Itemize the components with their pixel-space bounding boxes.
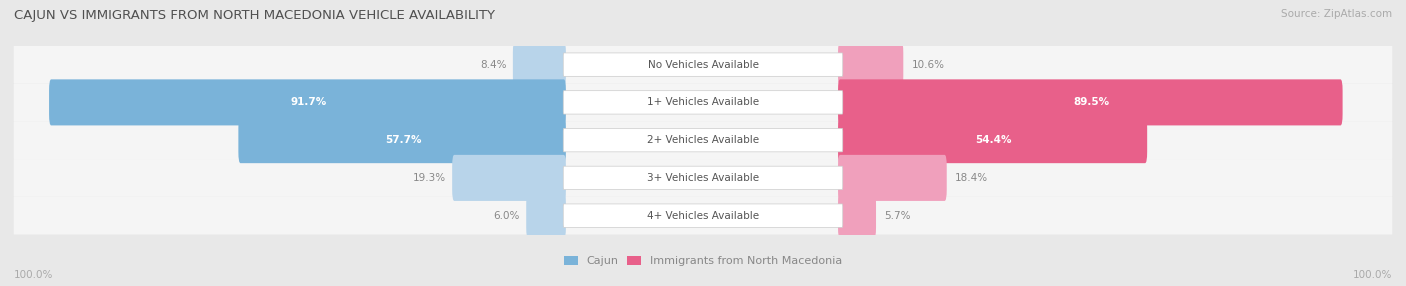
- Text: 2+ Vehicles Available: 2+ Vehicles Available: [647, 135, 759, 145]
- FancyBboxPatch shape: [564, 53, 842, 76]
- FancyBboxPatch shape: [14, 121, 1392, 159]
- Text: 100.0%: 100.0%: [1353, 270, 1392, 280]
- Text: 6.0%: 6.0%: [494, 211, 520, 221]
- FancyBboxPatch shape: [14, 159, 1392, 197]
- Text: 57.7%: 57.7%: [385, 135, 422, 145]
- Text: No Vehicles Available: No Vehicles Available: [648, 60, 758, 69]
- FancyBboxPatch shape: [526, 192, 565, 239]
- FancyBboxPatch shape: [14, 197, 1392, 235]
- Text: 1+ Vehicles Available: 1+ Vehicles Available: [647, 98, 759, 107]
- Text: 3+ Vehicles Available: 3+ Vehicles Available: [647, 173, 759, 183]
- Text: Source: ZipAtlas.com: Source: ZipAtlas.com: [1281, 9, 1392, 19]
- FancyBboxPatch shape: [838, 79, 1343, 126]
- FancyBboxPatch shape: [838, 192, 876, 239]
- FancyBboxPatch shape: [564, 166, 842, 190]
- Text: 8.4%: 8.4%: [479, 60, 506, 69]
- FancyBboxPatch shape: [14, 46, 1392, 84]
- FancyBboxPatch shape: [14, 84, 1392, 121]
- FancyBboxPatch shape: [513, 41, 565, 88]
- Text: 54.4%: 54.4%: [976, 135, 1012, 145]
- Text: 4+ Vehicles Available: 4+ Vehicles Available: [647, 211, 759, 221]
- Text: 10.6%: 10.6%: [911, 60, 945, 69]
- FancyBboxPatch shape: [838, 155, 946, 201]
- Text: 19.3%: 19.3%: [413, 173, 446, 183]
- FancyBboxPatch shape: [49, 79, 565, 126]
- Text: 100.0%: 100.0%: [14, 270, 53, 280]
- Text: 18.4%: 18.4%: [955, 173, 988, 183]
- FancyBboxPatch shape: [564, 128, 842, 152]
- Text: 5.7%: 5.7%: [884, 211, 911, 221]
- FancyBboxPatch shape: [239, 117, 565, 163]
- FancyBboxPatch shape: [564, 91, 842, 114]
- Text: CAJUN VS IMMIGRANTS FROM NORTH MACEDONIA VEHICLE AVAILABILITY: CAJUN VS IMMIGRANTS FROM NORTH MACEDONIA…: [14, 9, 495, 21]
- Text: 89.5%: 89.5%: [1073, 98, 1109, 107]
- Text: 91.7%: 91.7%: [291, 98, 326, 107]
- FancyBboxPatch shape: [453, 155, 565, 201]
- FancyBboxPatch shape: [838, 117, 1147, 163]
- Legend: Cajun, Immigrants from North Macedonia: Cajun, Immigrants from North Macedonia: [560, 251, 846, 271]
- FancyBboxPatch shape: [838, 41, 903, 88]
- FancyBboxPatch shape: [564, 204, 842, 227]
